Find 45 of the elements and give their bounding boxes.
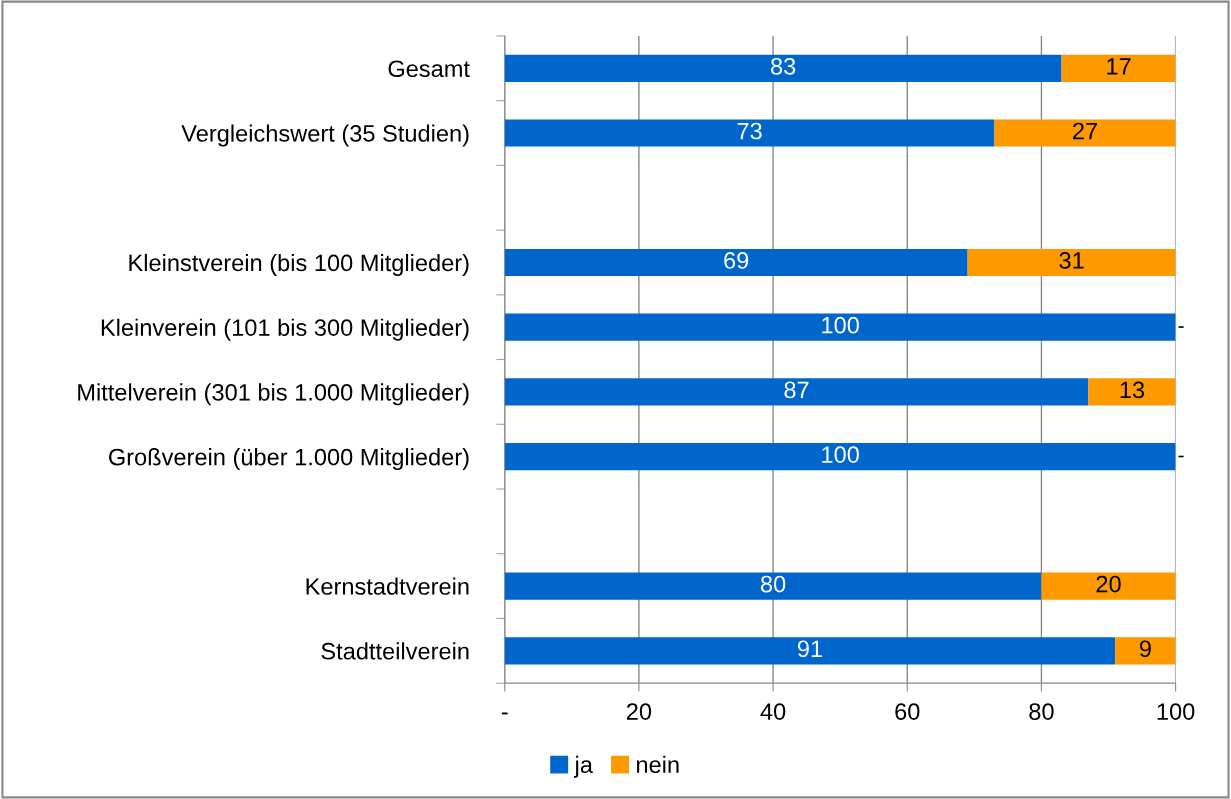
data-label: 91 bbox=[797, 640, 822, 658]
data-label: - bbox=[1178, 455, 1184, 458]
bar bbox=[504, 637, 1116, 665]
bar bbox=[1061, 54, 1176, 82]
bar bbox=[1115, 637, 1176, 665]
x-tick-label: 80 bbox=[1029, 703, 1054, 720]
x-tick-label: 100 bbox=[1157, 703, 1195, 720]
y-tick-label: Kleinverein (101 bis 300 Mitglieder) bbox=[101, 318, 469, 341]
y-tick-label: Vergleichswert (35 Studien) bbox=[181, 124, 469, 147]
bar bbox=[504, 572, 1042, 600]
x-tick-label: 20 bbox=[626, 703, 652, 720]
data-label: 17 bbox=[1107, 58, 1131, 75]
x-tick-label: 60 bbox=[895, 703, 920, 720]
bar bbox=[504, 119, 995, 147]
bar bbox=[504, 313, 1176, 341]
y-tick-label: Kleinstverein (bis 100 Mitglieder) bbox=[129, 253, 469, 276]
data-label: 27 bbox=[1073, 122, 1097, 140]
y-tick-label: Stadtteilverein bbox=[321, 642, 469, 660]
data-label: 73 bbox=[737, 122, 762, 140]
bar bbox=[504, 54, 1062, 82]
data-label: 83 bbox=[771, 57, 796, 75]
data-label: 9 bbox=[1139, 640, 1151, 658]
data-label: 69 bbox=[724, 252, 749, 269]
data-label: - bbox=[1178, 326, 1184, 328]
data-label: 100 bbox=[822, 446, 859, 463]
bar bbox=[994, 119, 1176, 147]
bar bbox=[504, 443, 1176, 471]
data-label: 13 bbox=[1120, 381, 1145, 399]
y-tick-label: Mittelverein (301 bis 1.000 Mitglieder) bbox=[78, 383, 469, 406]
data-label: 80 bbox=[760, 575, 786, 593]
legend-label: nein bbox=[636, 755, 679, 774]
y-tick-label: Gesamt bbox=[388, 60, 470, 78]
data-label: 87 bbox=[784, 381, 809, 399]
bar bbox=[1041, 572, 1176, 600]
bar bbox=[504, 378, 1089, 406]
legend-label: ja bbox=[573, 755, 593, 778]
y-tick-label: Großverein (über 1.000 Mitglieder) bbox=[109, 448, 469, 471]
bar bbox=[504, 248, 968, 277]
bar bbox=[967, 248, 1176, 277]
data-label: 100 bbox=[822, 316, 859, 334]
data-label: 20 bbox=[1096, 575, 1121, 593]
data-label: 31 bbox=[1059, 252, 1084, 269]
x-tick-label: 40 bbox=[760, 703, 786, 720]
y-tick-label: Kernstadtverein bbox=[306, 577, 469, 595]
bar bbox=[1088, 378, 1176, 406]
